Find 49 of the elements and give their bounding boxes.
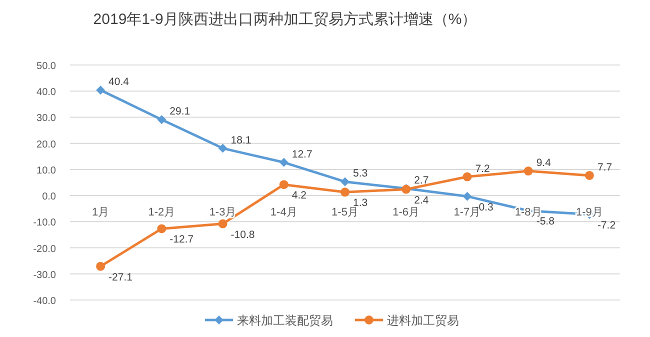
data-label: 7.2 <box>475 162 490 175</box>
data-label: 18.1 <box>230 134 252 146</box>
point <box>279 180 288 190</box>
y-tick-label: 40.0 <box>36 87 56 98</box>
legend-label: 来料加工装配贸易 <box>237 314 333 328</box>
point <box>462 172 472 182</box>
x-tick-label: 1-5月 <box>332 206 358 219</box>
y-tick-label: -30.0 <box>33 270 56 281</box>
data-label: 40.4 <box>108 76 130 88</box>
point <box>584 170 594 180</box>
data-label: 29.1 <box>170 106 190 118</box>
y-tick-label: 20.0 <box>36 139 56 150</box>
y-tick-label: 0.0 <box>42 192 56 203</box>
data-label: 2.4 <box>414 194 429 206</box>
data-label: 5.3 <box>353 168 368 180</box>
point <box>157 224 166 234</box>
y-tick-label: 30.0 <box>36 113 56 124</box>
point <box>157 115 166 124</box>
x-tick-label: 1-6月 <box>392 206 420 219</box>
x-tick-label: 1月 <box>92 206 110 219</box>
legend-label: 进料加工贸易 <box>387 314 459 328</box>
point <box>279 158 288 167</box>
data-label: 2.7 <box>414 174 429 187</box>
y-tick-label: -20.0 <box>33 244 56 255</box>
data-label: 9.4 <box>536 157 552 170</box>
data-label: -27.1 <box>108 271 133 284</box>
data-label: 7.7 <box>597 161 612 174</box>
x-tick-label: 1-3月 <box>209 206 236 219</box>
point <box>462 192 472 201</box>
point <box>96 86 106 95</box>
data-label: -7.2 <box>597 219 616 232</box>
data-label: -10.8 <box>230 228 255 241</box>
y-tick-label: -40.0 <box>33 296 56 307</box>
point <box>524 166 533 176</box>
y-tick-label: 10.0 <box>36 165 56 176</box>
point <box>340 188 350 197</box>
point <box>218 219 228 228</box>
chart-title: 2019年1-9月陕西进出口两种加工贸易方式累计增速（%） <box>93 11 477 28</box>
point <box>340 177 350 186</box>
point <box>96 262 106 271</box>
data-label: -12.7 <box>170 234 194 246</box>
point <box>218 144 228 153</box>
x-tick-label: 1-2月 <box>148 206 176 219</box>
data-label: -5.8 <box>536 216 555 228</box>
y-tick-label: 50.0 <box>36 61 56 72</box>
y-tick-label: -10.0 <box>33 218 56 229</box>
x-tick-label: 1-4月 <box>270 206 298 219</box>
data-label: 4.2 <box>292 190 307 202</box>
data-label: 12.7 <box>292 148 312 160</box>
